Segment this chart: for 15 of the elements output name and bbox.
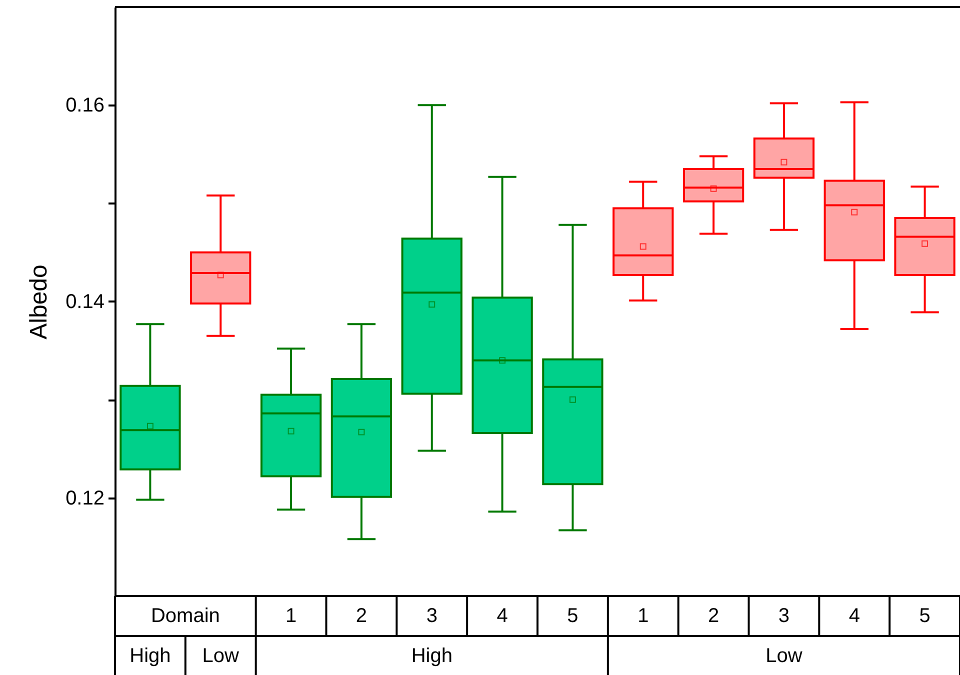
- x-tick-label: 1: [638, 605, 649, 627]
- x-tick-label: 2: [356, 605, 368, 627]
- x-tick-label: 2: [708, 605, 720, 627]
- y-tick-label: 0.16: [66, 94, 104, 117]
- x-tick-label: 4: [496, 605, 508, 627]
- x-tick-label: 4: [848, 605, 860, 627]
- x-tick-label: 3: [778, 605, 790, 627]
- x-tick-label: 5: [567, 605, 578, 627]
- x-tick-label: 1: [285, 605, 297, 627]
- x-tick-label: 3: [426, 605, 438, 627]
- y-axis-title: Albedo: [26, 264, 53, 340]
- x-tick-label: 5: [919, 605, 930, 627]
- y-tick-label: 0.12: [66, 487, 104, 510]
- text: Domain: [150, 605, 220, 627]
- y-tick-label: 0.14: [66, 291, 104, 313]
